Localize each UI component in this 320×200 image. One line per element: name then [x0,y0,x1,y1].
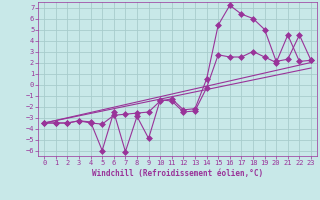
X-axis label: Windchill (Refroidissement éolien,°C): Windchill (Refroidissement éolien,°C) [92,169,263,178]
